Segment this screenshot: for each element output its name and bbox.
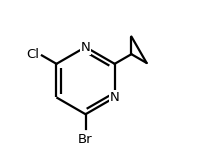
Text: N: N [81, 40, 90, 54]
Text: Br: Br [78, 133, 93, 146]
Text: Cl: Cl [26, 48, 39, 61]
Text: N: N [110, 91, 120, 104]
